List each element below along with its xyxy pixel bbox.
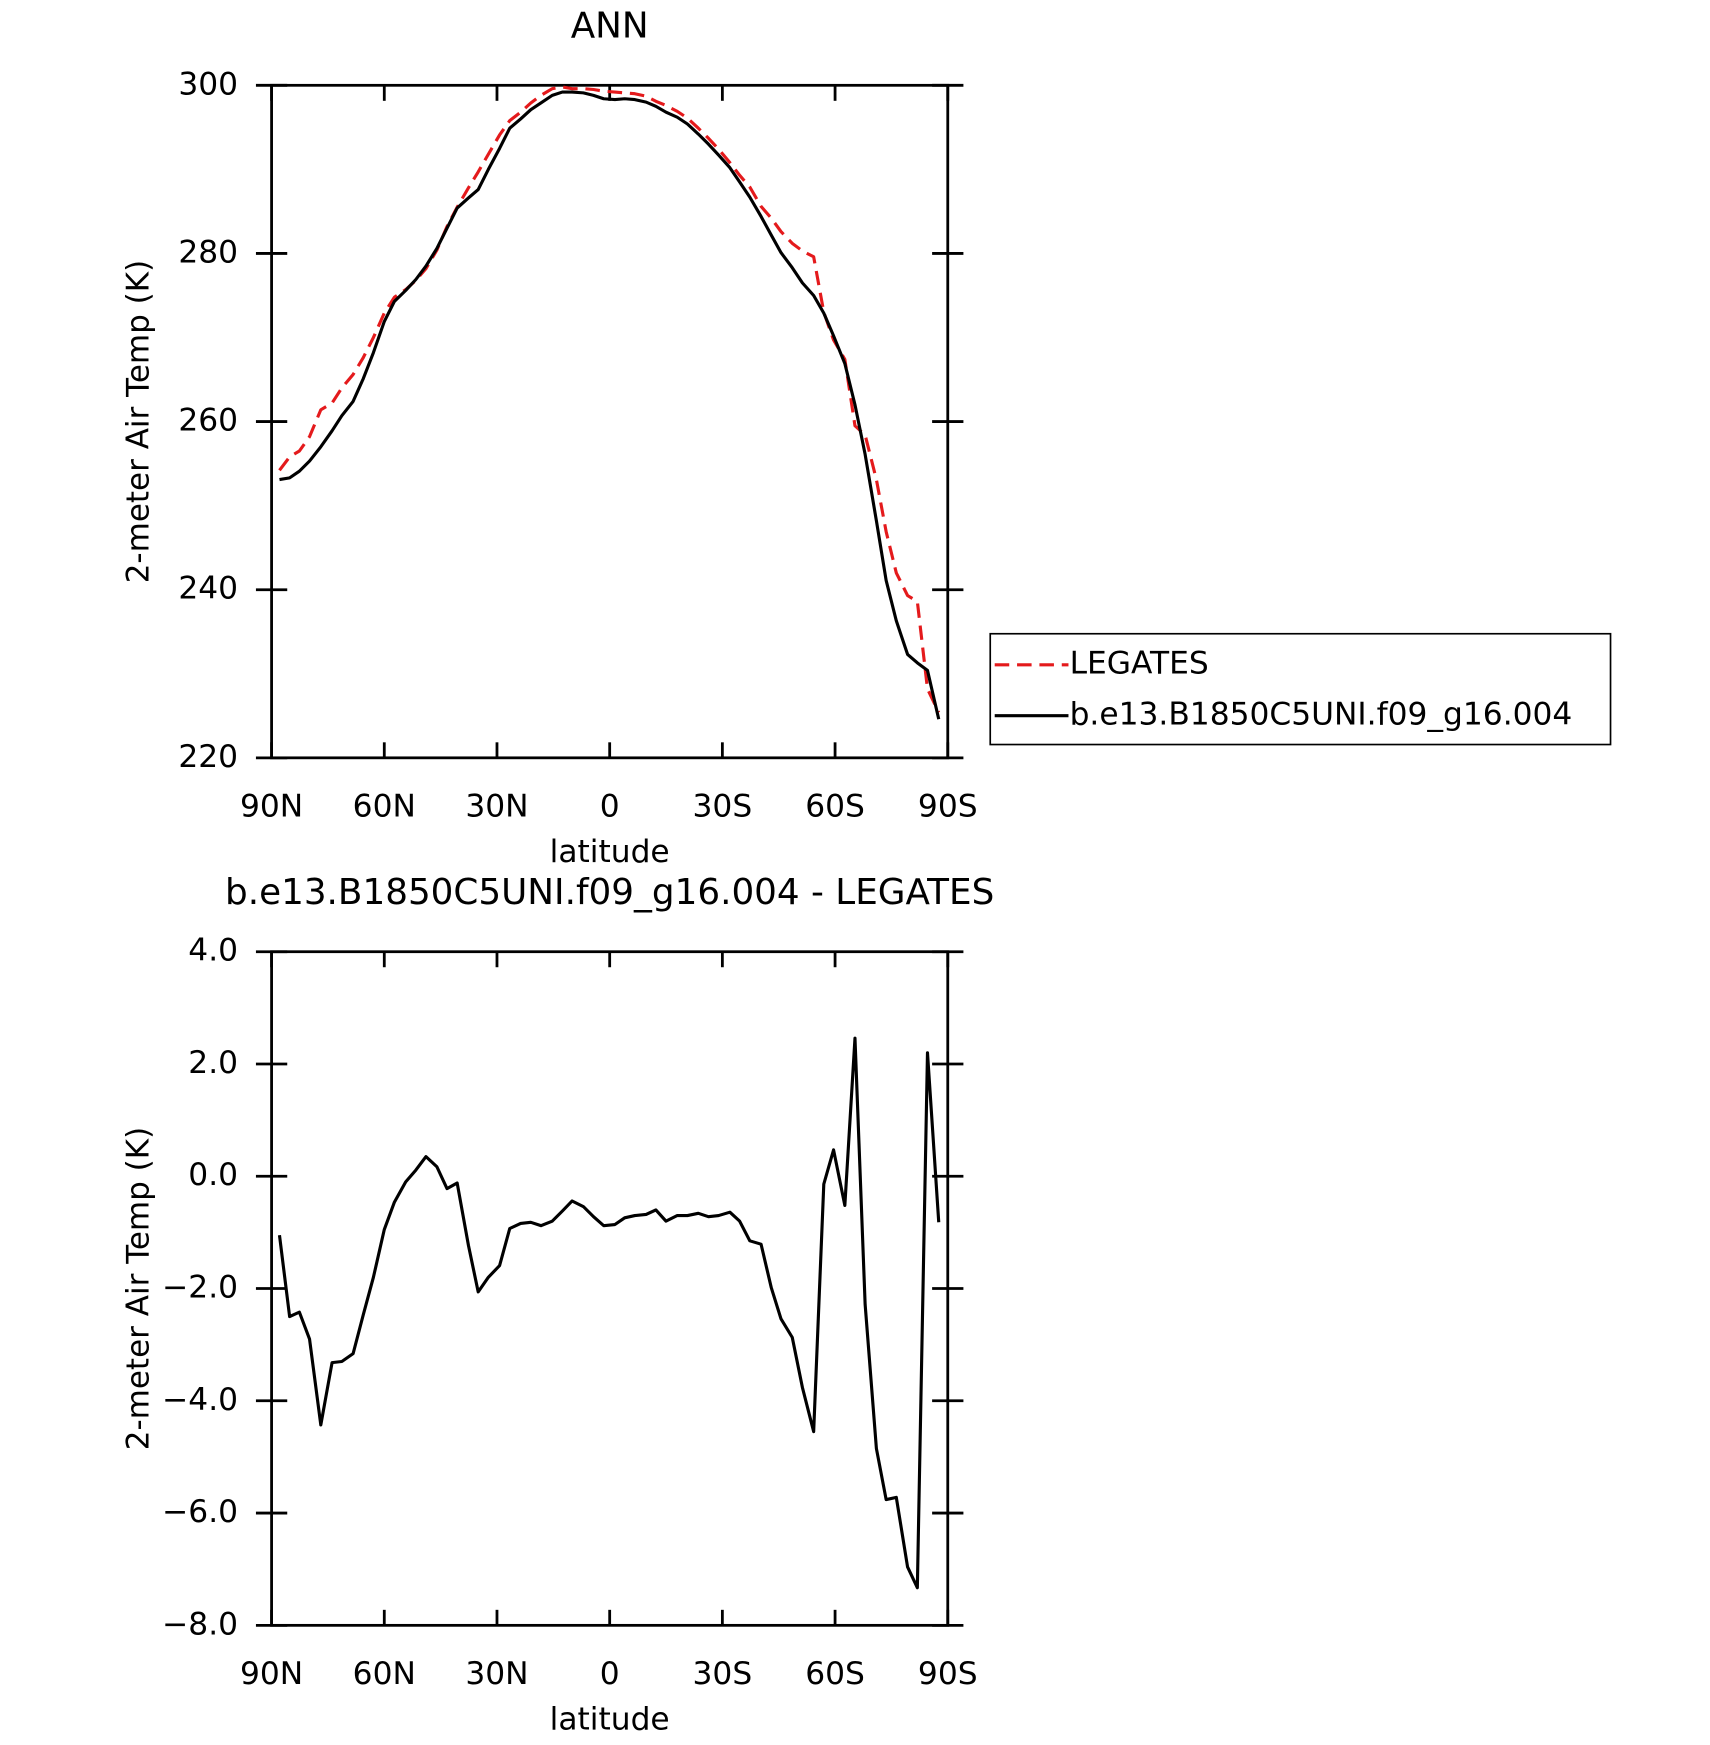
y-tick-label: 280 — [178, 235, 238, 271]
x-tick-label: 60N — [353, 1656, 416, 1692]
y-tick-label: −6.0 — [162, 1494, 238, 1530]
chart-title: ANN — [571, 6, 649, 47]
legend-box — [989, 632, 1612, 746]
x-tick-label: 30N — [465, 1656, 528, 1692]
x-tick-label: 90N — [240, 789, 303, 825]
series-line — [277, 1036, 941, 1590]
y-tick-label: 300 — [178, 66, 238, 102]
y-tick-label: −8.0 — [162, 1606, 238, 1642]
y-tick-label: 260 — [178, 403, 238, 439]
x-axis-label: latitude — [550, 834, 670, 870]
x-axis-label: latitude — [550, 1702, 670, 1738]
y-axis-label: 2-meter Air Temp (K) — [121, 1127, 157, 1450]
x-tick-label: 60S — [805, 789, 865, 825]
y-tick-label: −4.0 — [162, 1382, 238, 1418]
legend-label: b.e13.B1850C5UNI.f09_g16.004 — [1070, 697, 1573, 733]
x-tick-label: 0 — [600, 1656, 620, 1692]
y-tick-label: −2.0 — [162, 1270, 238, 1306]
x-tick-label: 90S — [918, 789, 978, 825]
chart-title: b.e13.B1850C5UNI.f09_g16.004 - LEGATES — [225, 872, 994, 913]
y-tick-label: 220 — [178, 739, 238, 775]
plot-frame — [270, 950, 950, 1627]
x-tick-label: 90S — [918, 1656, 978, 1692]
y-axis-label: 2-meter Air Temp (K) — [121, 260, 157, 583]
series-line — [279, 90, 941, 720]
y-tick-label: 2.0 — [188, 1045, 238, 1081]
x-tick-label: 60N — [353, 789, 416, 825]
plot-frame — [270, 83, 950, 760]
x-tick-label: 0 — [600, 789, 620, 825]
x-tick-label: 30S — [693, 1656, 753, 1692]
x-tick-label: 90N — [240, 1656, 303, 1692]
y-tick-label: 0.0 — [188, 1157, 238, 1193]
x-tick-label: 30S — [693, 789, 753, 825]
series-line — [278, 85, 941, 714]
x-tick-label: 30N — [465, 789, 528, 825]
x-tick-label: 60S — [805, 1656, 865, 1692]
y-tick-label: 240 — [178, 571, 238, 607]
legend-label: LEGATES — [1070, 646, 1209, 682]
y-tick-label: 4.0 — [188, 933, 238, 969]
